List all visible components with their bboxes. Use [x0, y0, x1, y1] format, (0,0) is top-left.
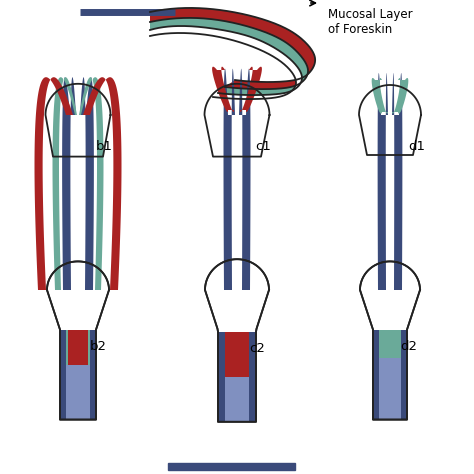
Polygon shape: [60, 329, 68, 365]
Polygon shape: [88, 329, 96, 365]
Polygon shape: [392, 73, 402, 290]
Polygon shape: [60, 329, 66, 419]
Polygon shape: [249, 332, 256, 422]
Polygon shape: [79, 77, 103, 290]
Polygon shape: [378, 73, 388, 290]
Polygon shape: [373, 329, 379, 419]
Polygon shape: [373, 357, 407, 419]
Polygon shape: [218, 332, 225, 422]
Polygon shape: [240, 67, 262, 112]
Polygon shape: [218, 332, 256, 377]
Text: c1: c1: [255, 140, 271, 153]
Polygon shape: [150, 18, 308, 95]
Text: b1: b1: [96, 140, 113, 153]
Polygon shape: [401, 329, 407, 419]
Polygon shape: [53, 77, 77, 290]
Polygon shape: [392, 78, 408, 114]
Polygon shape: [83, 77, 121, 290]
Polygon shape: [218, 377, 256, 422]
Text: d2: d2: [400, 339, 417, 353]
Text: b2: b2: [90, 339, 107, 353]
Polygon shape: [150, 26, 302, 99]
Text: d1: d1: [408, 140, 425, 153]
Text: c2: c2: [249, 342, 265, 355]
Polygon shape: [150, 8, 315, 89]
Polygon shape: [60, 365, 96, 419]
Polygon shape: [68, 329, 88, 365]
Polygon shape: [224, 69, 235, 290]
Polygon shape: [372, 78, 388, 114]
Polygon shape: [35, 77, 73, 290]
Polygon shape: [80, 77, 94, 290]
Polygon shape: [239, 69, 250, 290]
Polygon shape: [90, 329, 96, 419]
Polygon shape: [373, 329, 407, 357]
Text: Mucosal Layer
of Foreskin: Mucosal Layer of Foreskin: [328, 8, 413, 36]
Polygon shape: [168, 463, 295, 470]
Polygon shape: [212, 67, 234, 112]
Polygon shape: [62, 77, 76, 290]
